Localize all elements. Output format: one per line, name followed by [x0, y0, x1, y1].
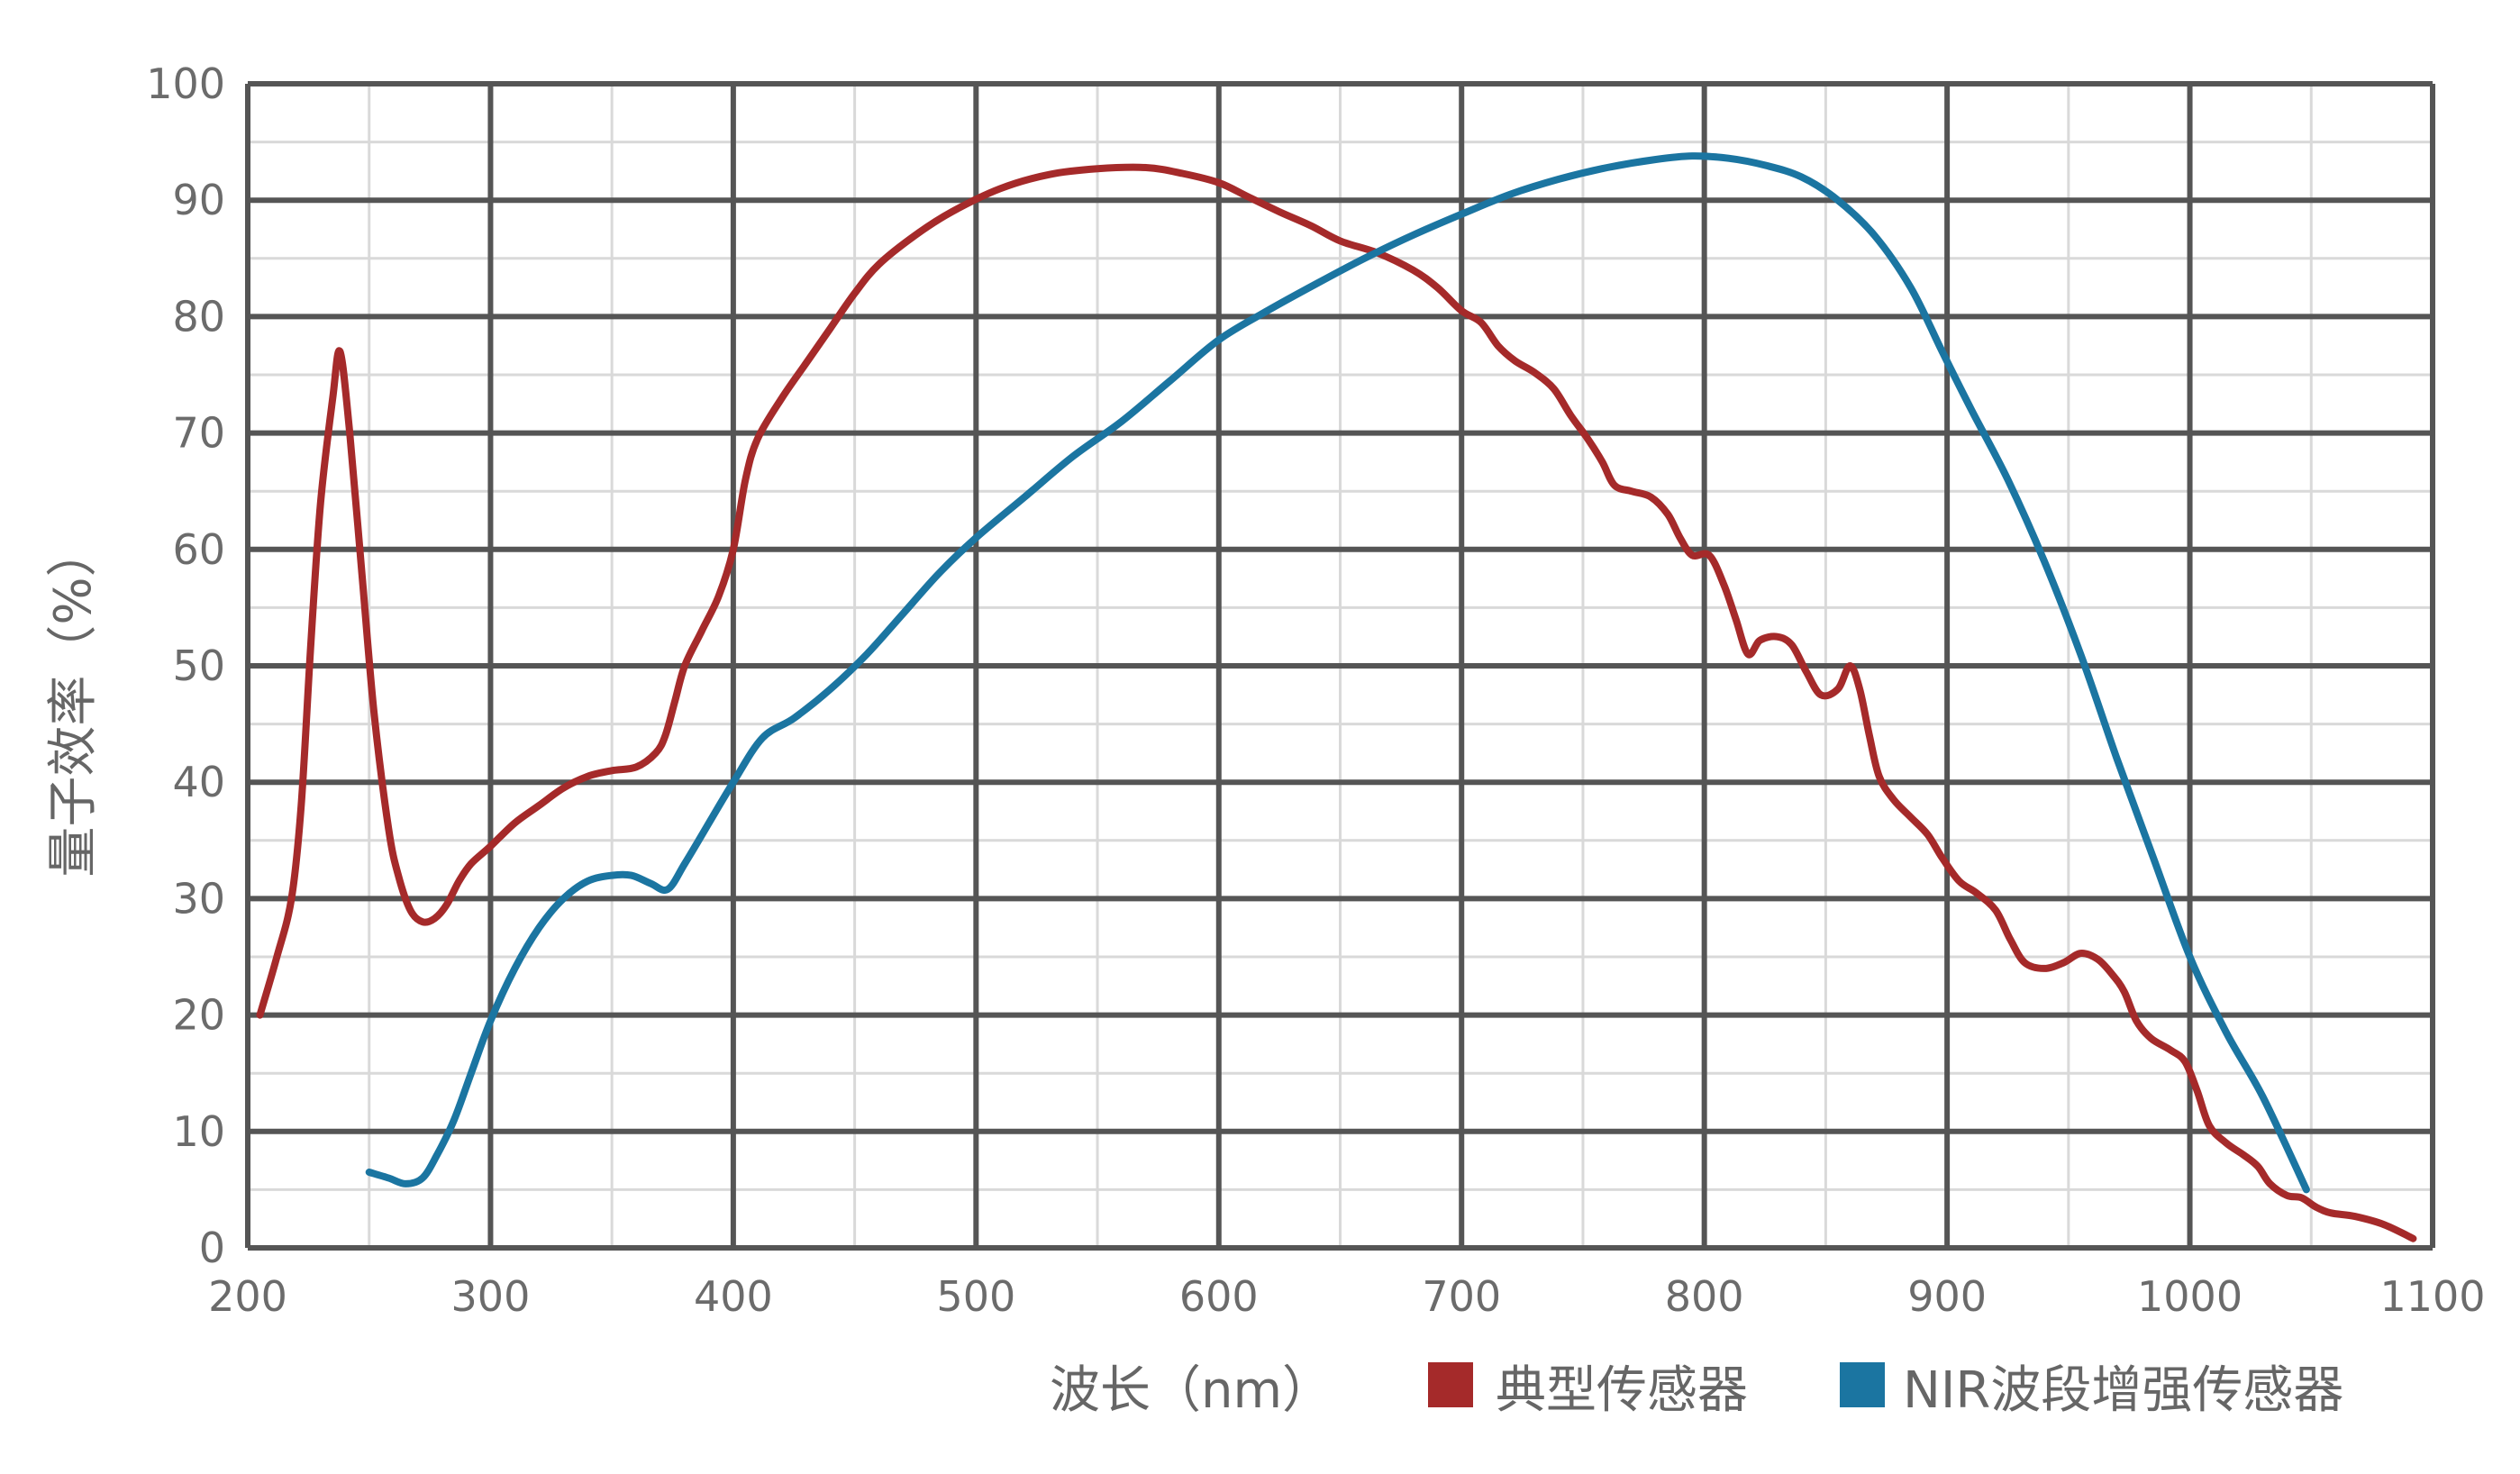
- x-tick-label: 1000: [2137, 1272, 2243, 1321]
- legend-swatch-typical-sensor: [1428, 1362, 1473, 1407]
- legend-swatch-nir-sensor: [1840, 1362, 1885, 1407]
- y-tick-label: 30: [172, 874, 225, 923]
- legend-label-nir-sensor: NIR波段增强传感器: [1903, 1361, 2343, 1420]
- x-tick-label: 400: [694, 1272, 773, 1321]
- y-tick-label: 80: [172, 292, 225, 341]
- x-tick-label: 700: [1422, 1272, 1501, 1321]
- y-tick-label: 0: [199, 1224, 225, 1272]
- x-tick-label: 1100: [2379, 1272, 2485, 1321]
- y-tick-labels: 0 10 20 30 40 50 60 70 80 90 100: [146, 59, 225, 1272]
- major-grid: [245, 81, 2435, 1251]
- y-axis-title: 量子效率（%）: [44, 526, 103, 877]
- legend: 波长（nm） 典型传感器 NIR波段增强传感器: [1050, 1361, 2343, 1420]
- x-axis-title: 波长（nm）: [1050, 1361, 1333, 1420]
- series-line-typical-sensor: [256, 163, 2417, 1242]
- y-tick-label: 10: [172, 1107, 225, 1156]
- x-tick-label: 200: [208, 1272, 287, 1321]
- y-tick-label: 20: [172, 991, 225, 1040]
- y-tick-label: 50: [172, 641, 225, 690]
- x-tick-label: 900: [1907, 1272, 1987, 1321]
- legend-label-typical-sensor: 典型传感器: [1496, 1361, 1748, 1420]
- series-layer: [256, 152, 2417, 1242]
- y-tick-label: 90: [172, 176, 225, 224]
- x-tick-label: 800: [1665, 1272, 1744, 1321]
- y-tick-label: 100: [146, 59, 225, 108]
- minor-grid: [248, 84, 2433, 1248]
- x-tick-label: 600: [1179, 1272, 1259, 1321]
- x-tick-label: 500: [936, 1272, 1015, 1321]
- y-tick-label: 70: [172, 409, 225, 458]
- y-tick-label: 40: [172, 758, 225, 806]
- x-tick-labels: 200 300 400 500 600 700 800 900 1000 1100: [208, 1272, 2485, 1321]
- series-line-nir-sensor: [365, 152, 2310, 1194]
- x-tick-label: 300: [451, 1272, 531, 1321]
- y-tick-label: 60: [172, 525, 225, 574]
